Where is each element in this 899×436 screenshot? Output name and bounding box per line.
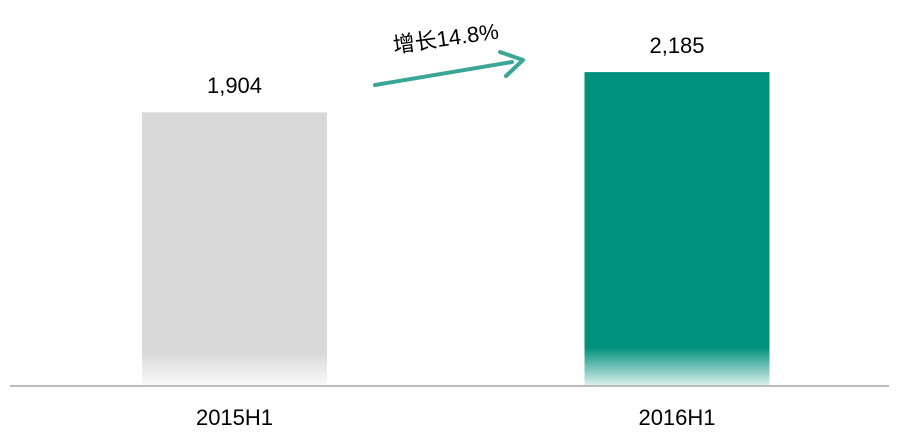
bar bbox=[142, 112, 327, 385]
annotation: 增长14.8% bbox=[391, 19, 500, 59]
x-tick-label: 2015H1 bbox=[196, 405, 273, 430]
data-label: 2,185 bbox=[649, 33, 704, 58]
arrow-head bbox=[498, 50, 525, 78]
bar bbox=[584, 72, 770, 385]
x-tick-label: 2016H1 bbox=[638, 405, 715, 430]
data-label: 1,904 bbox=[207, 73, 262, 98]
arrow-shaft bbox=[373, 60, 514, 87]
